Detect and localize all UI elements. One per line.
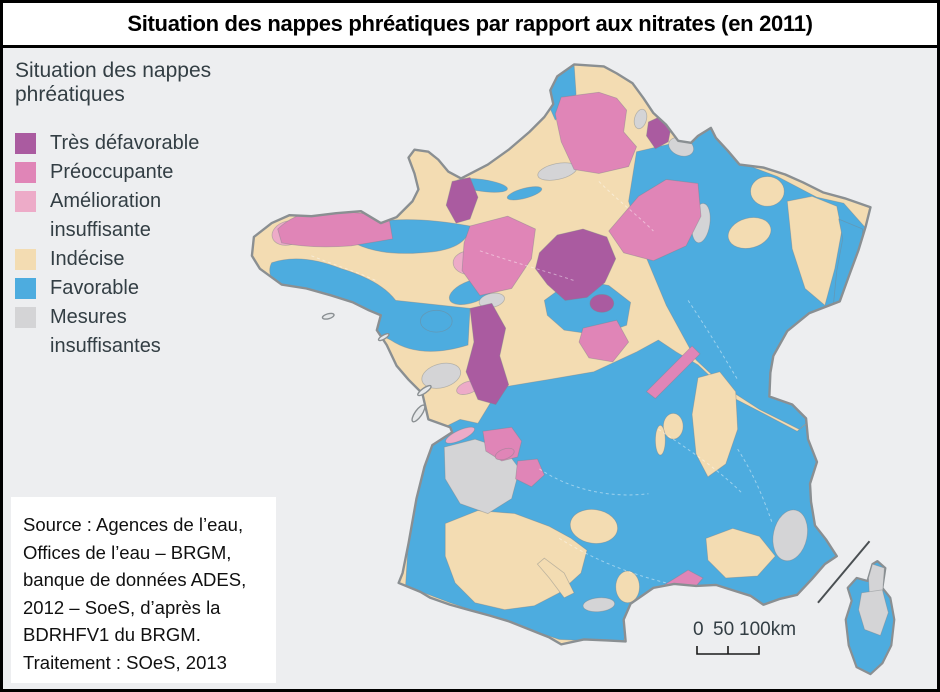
scale-label-100km: 100km	[739, 619, 797, 640]
legend-label: Amélioration insuffisante	[50, 190, 162, 241]
source-box: Source : Agences de l’eau, Offices de l’…	[11, 497, 276, 683]
source-line: Source : Agences de l’eau,	[23, 514, 244, 535]
page-title: Situation des nappes phréatiques par rap…	[127, 11, 813, 36]
scale-label-0: 0	[693, 619, 704, 640]
department-borders	[311, 181, 773, 584]
legend-swatch-favorable	[15, 278, 36, 299]
legend-swatch-amelioration-insuffisante	[15, 191, 36, 212]
legend-swatch-tres-defavorable	[15, 133, 36, 154]
regions-preoccupante	[277, 91, 704, 602]
legend-label: Mesures insuffisantes	[50, 306, 161, 357]
legend-label: Très défavorable	[50, 132, 200, 154]
regions-tres-defavorable	[445, 115, 672, 405]
france-outline	[250, 63, 872, 646]
france-map-svg	[250, 63, 896, 676]
legend-label: Préoccupante	[50, 161, 174, 183]
scale-bar-ticks	[696, 646, 760, 655]
legend-label: Indécise	[50, 248, 125, 270]
legend-item-amelioration-insuffisante: Amélioration insuffisante	[15, 187, 255, 245]
regions-indecise-patches	[444, 176, 843, 611]
legend-item-tres-defavorable: Très défavorable	[15, 129, 255, 158]
atlantic-islands	[321, 312, 432, 423]
legend-swatch-preoccupante	[15, 162, 36, 183]
legend-item-indecise: Indécise	[15, 245, 255, 274]
legend-label: Favorable	[50, 277, 139, 299]
corsica	[844, 560, 896, 676]
legend-item-mesures-insuffisantes: Mesures insuffisantes	[15, 303, 255, 361]
legend-item-favorable: Favorable	[15, 274, 255, 303]
legend-item-preoccupante: Préoccupante	[15, 158, 255, 187]
legend-title: Situation des nappes phréatiques	[15, 59, 212, 106]
source-line: BDRHFV1 du BRGM.	[23, 624, 201, 645]
corsica-separator-line	[817, 540, 871, 604]
source-line: Traitement : SOeS, 2013	[23, 651, 227, 673]
legend-swatch-indecise	[15, 249, 36, 270]
scale-label-50: 50	[713, 619, 735, 640]
source-line: Offices de l’eau – BRGM,	[23, 541, 232, 563]
map-legend: Situation des nappes phréatiques Très dé…	[15, 59, 255, 361]
source-line: 2012 – SoeS, d’après la	[23, 596, 221, 618]
title-bar: Situation des nappes phréatiques par rap…	[3, 3, 937, 48]
scale-bar: 0 50 100km	[687, 619, 817, 661]
legend-swatch-mesures-insuffisantes	[15, 307, 36, 328]
source-line: banque de données ADES,	[23, 569, 247, 590]
